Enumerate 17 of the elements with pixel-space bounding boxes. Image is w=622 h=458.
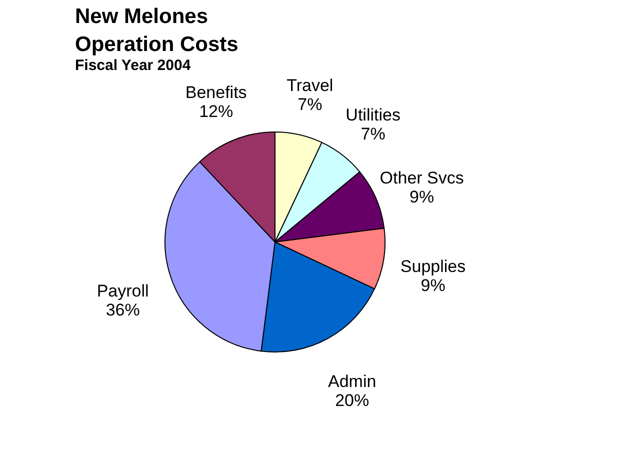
slice-label: Payroll — [96, 281, 149, 300]
text: New Melones — [75, 4, 208, 28]
slice-label: Admin — [328, 372, 376, 392]
data-label: 7% — [360, 124, 386, 144]
text: Operation Costs — [75, 32, 238, 56]
slice-label: Supplies — [400, 257, 466, 276]
data-label: 12% — [199, 102, 234, 122]
data-label: 9% — [410, 187, 434, 206]
slice-label: Utilities — [346, 106, 400, 125]
data-label: 9% — [420, 276, 446, 296]
slice-label: Benefits — [185, 83, 247, 102]
data-label: 20% — [335, 391, 370, 410]
data-label: 36% — [106, 300, 140, 320]
chart-subtitle: Fiscal Year 2004 — [75, 56, 192, 74]
slice-label: Travel — [286, 76, 334, 95]
data-label: 7% — [298, 94, 322, 114]
slice-label: Other Svcs — [380, 168, 464, 188]
